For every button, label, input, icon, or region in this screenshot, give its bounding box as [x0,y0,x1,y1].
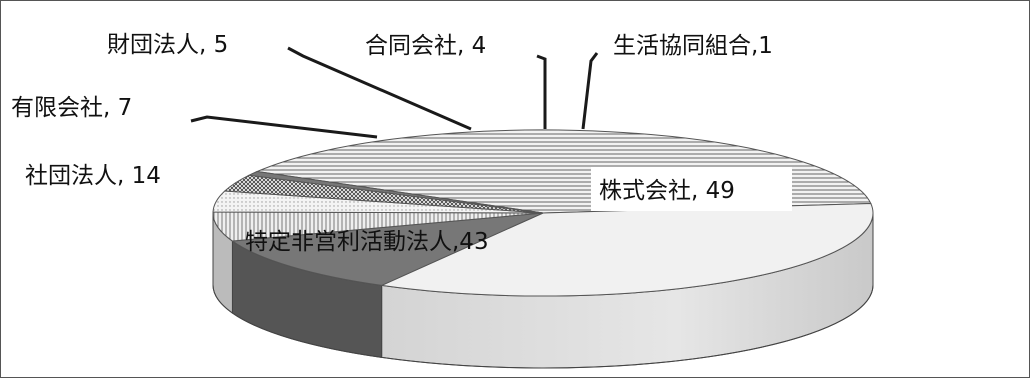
leader-lines [190,46,599,139]
slice-6 [247,170,544,214]
label-kabushiki-bg [591,167,792,211]
slice-2 [231,212,544,286]
label-seikatsu: 生活協同組合,1 [613,33,773,59]
label-godo: 合同会社, 4 [365,33,486,59]
leader-line-seikatsu [581,52,599,130]
leader-line-yugen [190,115,378,139]
pie-bottom-rim [212,284,874,369]
leader-line-godo [536,54,547,129]
label-zaidan: 財団法人, 5 [107,32,228,58]
slice-1 [379,202,874,297]
label-shadan: 社団法人, 14 [25,163,161,189]
leader-line-zaidan [287,46,472,131]
label-kabushiki: 株式会社, 49 [599,178,735,204]
label-tokutei: 特定非営利活動法人,43 [245,229,489,255]
label-yugen: 有限会社, 7 [11,95,132,121]
